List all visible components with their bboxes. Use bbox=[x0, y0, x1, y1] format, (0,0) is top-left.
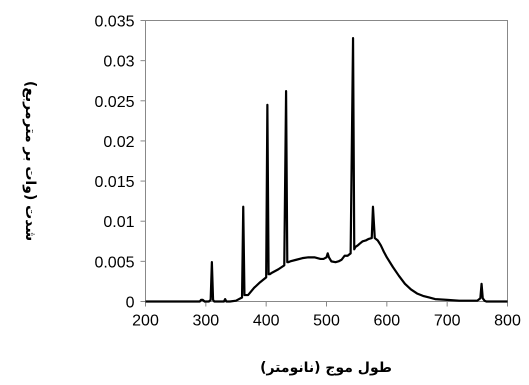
x-axis-title: طول موج (نانومتر) bbox=[260, 360, 392, 376]
y-tick-label: 0.005 bbox=[94, 254, 134, 271]
plot-area-frame bbox=[145, 20, 508, 302]
y-tick-label: 0.02 bbox=[103, 134, 134, 151]
x-tick-label: 200 bbox=[132, 313, 159, 330]
x-tick-label: 400 bbox=[253, 313, 280, 330]
y-tick-label: 0.025 bbox=[94, 94, 134, 111]
y-tick-label: 0 bbox=[126, 295, 135, 312]
y-tick-label: 0.01 bbox=[103, 214, 134, 231]
series-line bbox=[145, 37, 508, 303]
x-tick-label: 600 bbox=[373, 313, 400, 330]
y-axis: 0 0.005 0.01 0.015 0.02 0.025 0.03 0.035 bbox=[94, 14, 146, 312]
x-tick-label: 700 bbox=[434, 313, 461, 330]
y-axis-title: شدت (وات بر مترمربع) bbox=[22, 81, 38, 241]
x-axis: 200 300 400 500 600 700 800 bbox=[132, 301, 521, 330]
y-tick-label: 0.03 bbox=[103, 54, 134, 71]
x-tick-label: 500 bbox=[313, 313, 340, 330]
y-tick-label: 0.035 bbox=[94, 14, 134, 31]
x-tick-label: 300 bbox=[192, 313, 219, 330]
y-tick-label: 0.015 bbox=[94, 174, 134, 191]
x-tick-label: 800 bbox=[494, 313, 521, 330]
